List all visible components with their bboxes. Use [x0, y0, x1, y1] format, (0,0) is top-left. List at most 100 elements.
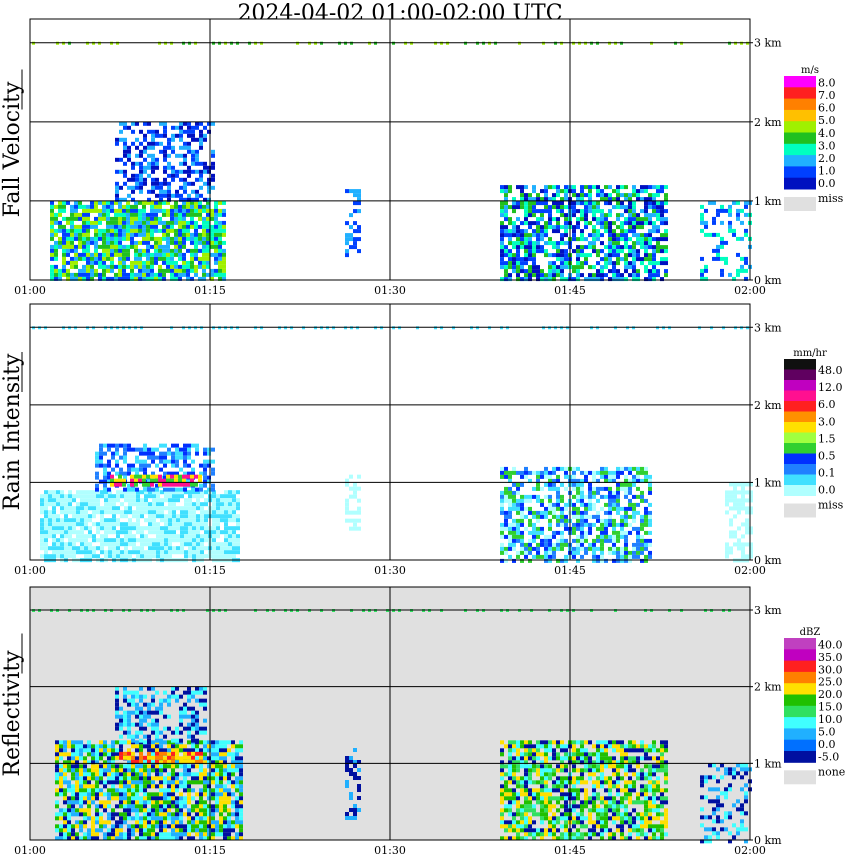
echo-cell: [182, 220, 186, 225]
echo-cell: [79, 796, 83, 801]
echo-cell: [68, 534, 72, 539]
echo-cell: [90, 272, 94, 277]
echo-cell: [564, 261, 568, 266]
echo-cell: [572, 277, 576, 282]
echo-cell: [111, 828, 115, 833]
echo-cell: [179, 756, 183, 761]
echo-cell: [528, 241, 532, 246]
echo-cell: [195, 197, 199, 202]
echo-cell: [608, 486, 612, 491]
echo-cell: [720, 268, 724, 273]
echo-cell: [636, 510, 640, 515]
echo-cell: [123, 145, 127, 150]
echo-cell: [40, 546, 44, 551]
echo-cell: [75, 796, 79, 801]
echo-cell: [199, 193, 203, 198]
echo-cell: [353, 221, 357, 226]
echo-cell: [640, 490, 644, 495]
echo-cell: [223, 768, 227, 773]
echo-cell: [120, 522, 124, 527]
echo-cell: [600, 546, 604, 551]
echo-cell: [532, 269, 536, 274]
echo-cell: [122, 256, 126, 261]
echo-cell: [236, 506, 240, 511]
echo-cell: [74, 248, 78, 253]
echo-cell: [572, 237, 576, 242]
echo-cell: [95, 792, 99, 797]
echo-cell: [608, 510, 612, 515]
echo-cell: [500, 534, 504, 539]
echo-cell: [40, 502, 44, 507]
echo-cell: [572, 550, 576, 555]
echo-cell: [532, 185, 536, 190]
echo-cell: [520, 221, 524, 226]
echo-cell: [171, 471, 175, 476]
echo-cell: [576, 201, 580, 206]
echo-cell: [168, 514, 172, 519]
echo-cell: [616, 273, 620, 278]
echo-cell: [131, 808, 135, 813]
echo-cell: [132, 538, 136, 543]
echo-cell: [136, 490, 140, 495]
echo-cell: [154, 252, 158, 257]
echo-cell: [176, 506, 180, 511]
echo-cell: [106, 220, 110, 225]
echo-cell: [95, 776, 99, 781]
echo-cell: [640, 261, 644, 266]
colorbar-swatch: [784, 422, 816, 433]
echo-cell: [195, 121, 199, 126]
echo-cell: [131, 800, 135, 805]
echo-cell: [516, 522, 520, 527]
echo-cell: [524, 205, 528, 210]
echo-cell: [588, 209, 592, 214]
echo-cell: [584, 225, 588, 230]
echo-cell: [155, 804, 159, 809]
echo-cell: [592, 506, 596, 511]
echo-cell: [211, 828, 215, 833]
echo-cell: [55, 744, 59, 749]
echo-cell: [231, 784, 235, 789]
echo-cell: [194, 248, 198, 253]
echo-cell: [140, 538, 144, 543]
echo-cell: [50, 232, 54, 237]
echo-cell: [127, 768, 131, 773]
echo-cell: [195, 137, 199, 142]
echo-cell: [156, 530, 160, 535]
echo-cell: [584, 502, 588, 507]
echo-cell: [652, 269, 656, 274]
echo-cell: [168, 534, 172, 539]
echo-cell: [135, 455, 139, 460]
echo-cell: [745, 506, 749, 511]
echo-cell: [239, 820, 243, 825]
echo-cell: [536, 277, 540, 282]
echo-cell: [612, 221, 616, 226]
echo-cell: [139, 463, 143, 468]
echo-cell: [199, 832, 203, 837]
echo-cell: [560, 522, 564, 527]
echo-cell: [608, 478, 612, 483]
echo-cell: [227, 792, 231, 797]
echo-cell: [224, 502, 228, 507]
echo-cell: [231, 740, 235, 745]
echo-cell: [191, 776, 195, 781]
echo-cell: [86, 272, 90, 277]
echo-cell: [114, 264, 118, 269]
echo-cell: [520, 530, 524, 535]
echo-cell: [59, 812, 63, 817]
echo-cell: [59, 756, 63, 761]
echo-cell: [139, 177, 143, 182]
echo-cell: [175, 153, 179, 158]
echo-cell: [704, 220, 708, 225]
echo-cell: [733, 482, 737, 487]
echo-cell: [198, 474, 202, 479]
echo-cell: [223, 756, 227, 761]
echo-cell: [140, 530, 144, 535]
echo-cell: [178, 256, 182, 261]
echo-cell: [524, 197, 528, 202]
echo-cell: [198, 260, 202, 265]
echo-cell: [63, 780, 67, 785]
echo-cell: [167, 153, 171, 158]
echo-cell: [211, 467, 215, 472]
plot-frame: [29, 18, 751, 281]
echo-cell: [142, 276, 146, 281]
